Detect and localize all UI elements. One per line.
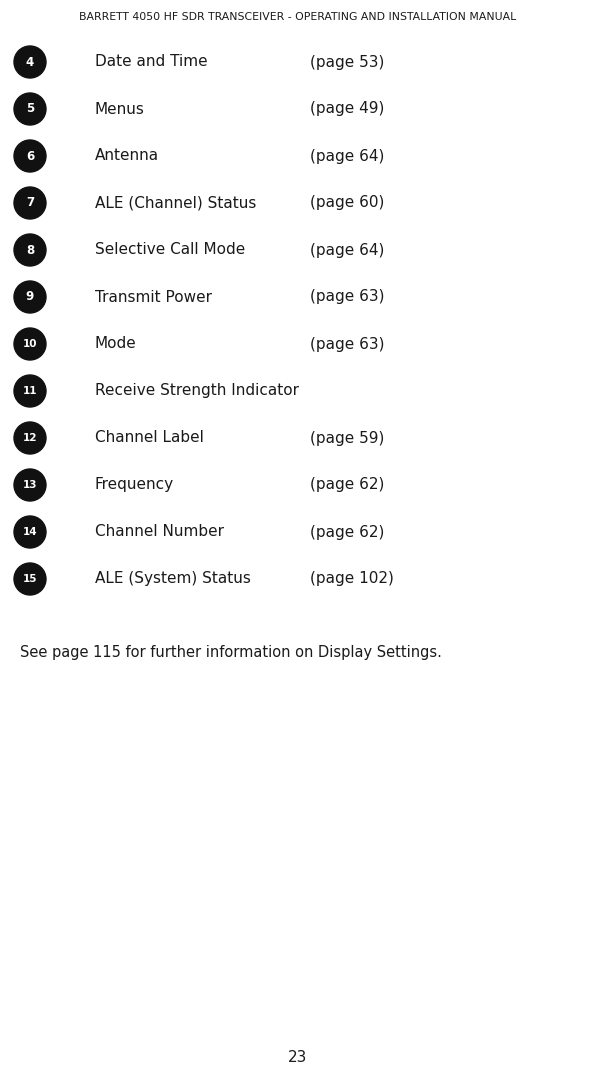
Ellipse shape: [14, 234, 46, 265]
Ellipse shape: [14, 422, 46, 454]
Ellipse shape: [14, 469, 46, 500]
Text: BARRETT 4050 HF SDR TRANSCEIVER - OPERATING AND INSTALLATION MANUAL: BARRETT 4050 HF SDR TRANSCEIVER - OPERAT…: [79, 12, 517, 22]
Text: (page 53): (page 53): [310, 54, 384, 70]
Text: (page 59): (page 59): [310, 431, 384, 445]
Text: Antenna: Antenna: [95, 148, 159, 163]
Text: (page 102): (page 102): [310, 571, 394, 586]
Text: Channel Number: Channel Number: [95, 524, 224, 540]
Ellipse shape: [14, 327, 46, 360]
Text: 7: 7: [26, 197, 34, 210]
Ellipse shape: [14, 375, 46, 407]
Text: 11: 11: [23, 386, 37, 396]
Text: 13: 13: [23, 480, 37, 490]
Text: (page 62): (page 62): [310, 478, 384, 493]
Text: 12: 12: [23, 433, 37, 443]
Text: (page 60): (page 60): [310, 196, 384, 210]
Text: (page 62): (page 62): [310, 524, 384, 540]
Ellipse shape: [14, 187, 46, 219]
Text: Channel Label: Channel Label: [95, 431, 204, 445]
Text: 4: 4: [26, 55, 34, 69]
Text: (page 64): (page 64): [310, 148, 384, 163]
Text: 10: 10: [23, 339, 37, 349]
Text: 5: 5: [26, 102, 34, 115]
Ellipse shape: [14, 516, 46, 548]
Text: (page 49): (page 49): [310, 101, 384, 116]
Text: Mode: Mode: [95, 336, 136, 351]
Text: Date and Time: Date and Time: [95, 54, 207, 70]
Text: 14: 14: [23, 527, 38, 537]
Text: Selective Call Mode: Selective Call Mode: [95, 243, 245, 258]
Text: ALE (Channel) Status: ALE (Channel) Status: [95, 196, 256, 210]
Text: 6: 6: [26, 149, 34, 162]
Ellipse shape: [14, 140, 46, 172]
Text: See page 115 for further information on Display Settings.: See page 115 for further information on …: [20, 645, 442, 660]
Ellipse shape: [14, 562, 46, 595]
Text: Frequency: Frequency: [95, 478, 174, 493]
Text: Menus: Menus: [95, 101, 145, 116]
Text: 8: 8: [26, 244, 34, 257]
Ellipse shape: [14, 46, 46, 78]
Text: Receive Strength Indicator: Receive Strength Indicator: [95, 383, 299, 398]
Text: 9: 9: [26, 290, 34, 304]
Text: (page 64): (page 64): [310, 243, 384, 258]
Text: Transmit Power: Transmit Power: [95, 289, 212, 305]
Ellipse shape: [14, 281, 46, 313]
Ellipse shape: [14, 92, 46, 125]
Text: 23: 23: [288, 1050, 308, 1065]
Text: (page 63): (page 63): [310, 289, 384, 305]
Text: ALE (System) Status: ALE (System) Status: [95, 571, 251, 586]
Text: 15: 15: [23, 574, 37, 584]
Text: (page 63): (page 63): [310, 336, 384, 351]
